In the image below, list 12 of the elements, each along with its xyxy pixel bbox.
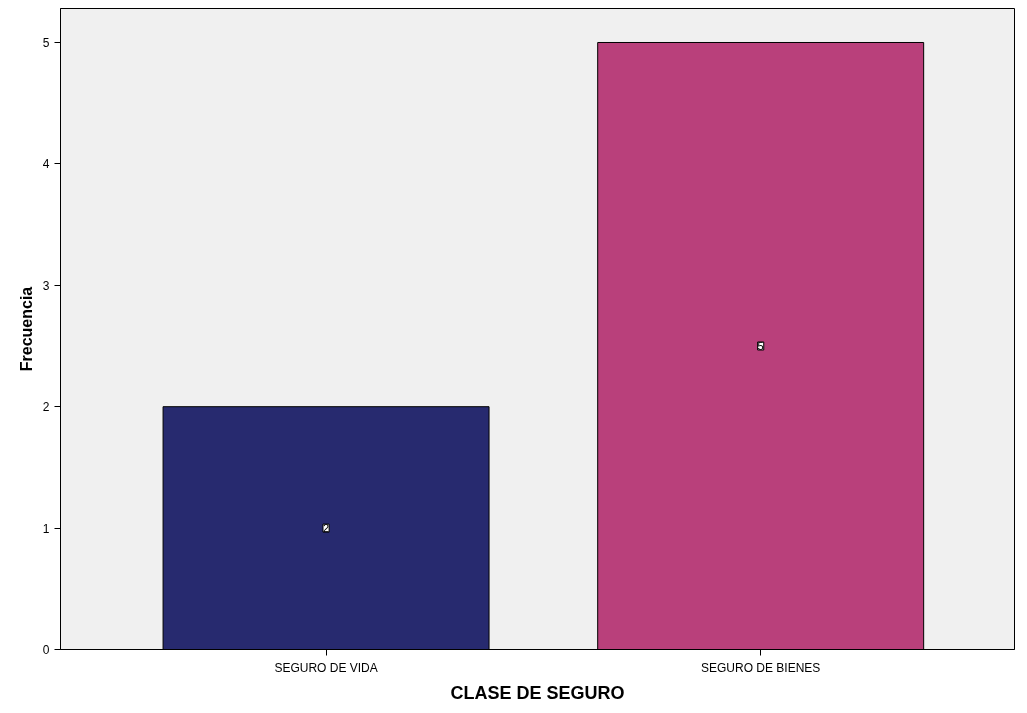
y-tick-label: 2 (42, 400, 50, 415)
y-tick-label: 5 (42, 35, 50, 50)
y-tick-label: 3 (42, 278, 50, 293)
y-tick-label: 4 (42, 157, 50, 172)
x-tick-label: SEGURO DE VIDA (274, 660, 378, 675)
x-axis-title: CLASE DE SEGURO (450, 682, 625, 703)
data-label: 5 (757, 340, 764, 352)
y-tick-label: 0 (42, 643, 50, 657)
data-label: 2 (323, 522, 330, 535)
x-tick-label: SEGURO DE BIENES (701, 660, 821, 675)
y-tick-label: 1 (42, 521, 50, 536)
y-axis-title: Frecuencia (17, 286, 35, 372)
